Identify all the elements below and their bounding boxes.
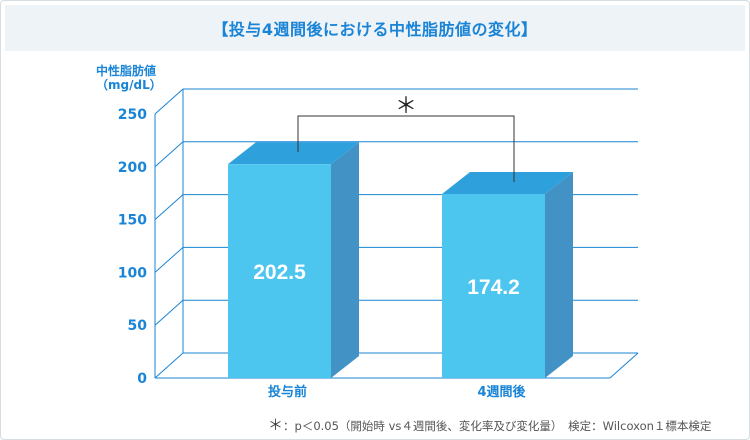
y-axis-title: 中性脂肪値 （mg/dL） <box>96 64 162 92</box>
bar-top <box>228 142 359 165</box>
bar-side <box>545 172 573 378</box>
floor-right-edge <box>609 352 639 379</box>
significance-bracket: ＊ <box>297 94 515 183</box>
x-tick-label: 4週間後 <box>477 384 526 400</box>
footnote-star: ＊ <box>268 416 284 434</box>
bracket-line <box>297 115 515 183</box>
significance-mark: ＊ <box>395 94 417 119</box>
x-tick-label: 投与前 <box>268 384 307 400</box>
bar <box>228 164 331 378</box>
data-labels: 202.5 174.2 <box>253 261 520 299</box>
y-tick-label: 250 <box>118 107 147 123</box>
bars <box>228 142 573 378</box>
bar-side <box>331 142 359 378</box>
x-tick-labels: 投与前 4週間後 <box>268 384 527 400</box>
y-tick-label: 150 <box>118 213 147 229</box>
y-axis-title-line1: 中性脂肪値 <box>96 64 157 78</box>
grid-diagonal <box>154 88 184 115</box>
y-tick-label: 0 <box>137 371 147 387</box>
grid-diagonal <box>154 299 184 326</box>
title-bar: 【投与4週間後における中性脂肪値の変化】 <box>5 5 745 51</box>
y-axis-title-line2: （mg/dL） <box>96 78 162 92</box>
data-label: 202.5 <box>253 261 306 284</box>
y-tick-label: 50 <box>128 318 148 334</box>
y-ticks: 0 50 100 150 200 250 <box>118 107 147 387</box>
bar <box>442 194 545 378</box>
footnote-text: ：p＜0.05（開始時 vs４週間後、変化率及び変化量） 検定：Wilcoxon… <box>283 419 712 433</box>
grid-diagonal <box>154 194 184 220</box>
bar-top <box>442 172 573 195</box>
y-tick-label: 100 <box>118 265 147 281</box>
footnote: ＊：p＜0.05（開始時 vs４週間後、変化率及び変化量） 検定：Wilcoxo… <box>268 414 711 435</box>
grid-diagonal <box>154 247 184 273</box>
grid-diagonal <box>154 352 184 379</box>
grid-diagonal <box>154 141 184 168</box>
data-label: 174.2 <box>467 276 520 299</box>
y-tick-label: 200 <box>118 160 147 176</box>
chart-title: 【投与4週間後における中性脂肪値の変化】 <box>212 20 538 39</box>
